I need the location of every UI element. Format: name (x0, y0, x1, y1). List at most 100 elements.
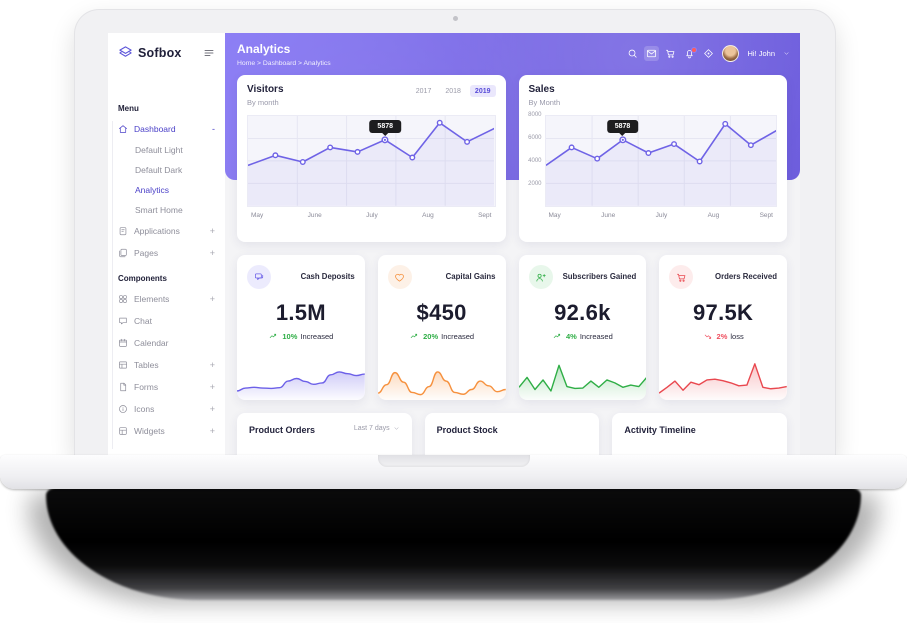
stat-trend-label: loss (730, 332, 744, 341)
stat-value: $450 (416, 300, 467, 325)
chart-tooltip: 5878 (606, 119, 639, 136)
search-icon[interactable] (627, 48, 638, 59)
y-axis-labels: 8000 6000 4000 2000 (528, 112, 545, 207)
stat-card-capital-gains: Capital Gains $450 20% Increased (377, 255, 506, 400)
expand-icon[interactable]: + (209, 247, 215, 258)
laptop-base-shadow (46, 487, 861, 600)
chart-subtitle: By Month (528, 98, 561, 107)
data-point-marker[interactable] (409, 154, 416, 161)
tab-2018[interactable]: 2018 (445, 87, 461, 95)
chart-title: Sales (528, 84, 555, 95)
sidebar-submenu: Default Light Default Dark Analytics Smart … (108, 140, 225, 220)
webcam-dot (453, 16, 458, 21)
stat-title: Cash Deposits (300, 272, 355, 281)
data-point-marker[interactable] (464, 138, 471, 145)
stat-trend: 10% Increased (247, 332, 355, 341)
chart-plot[interactable]: 5878 (247, 115, 496, 207)
x-axis-tick: Sept (759, 212, 773, 219)
data-point-marker[interactable] (670, 141, 677, 148)
menu-section-label: Menu (118, 104, 139, 113)
topbar-actions: Hi! John (627, 45, 790, 62)
x-axis-tick: Aug (422, 212, 434, 219)
x-axis-tick: May (251, 212, 264, 219)
sidebar-item-dashboard[interactable]: Dashboard - (108, 118, 225, 140)
expand-icon[interactable]: + (209, 425, 215, 436)
dashboard-app: Sofbox Menu Dashboard - Default Light Defaul… (108, 33, 800, 455)
sidebar-subitem-analytics[interactable]: Analytics (135, 185, 170, 195)
y-axis-tick: 6000 (528, 135, 542, 141)
stat-trend: 4% Increased (529, 332, 637, 341)
bell-icon[interactable] (684, 46, 697, 59)
chat-icon (118, 316, 128, 326)
data-point-marker[interactable] (721, 120, 728, 127)
sidebar-subitem-smart-home[interactable]: Smart Home (135, 205, 183, 215)
sidebar-item-applications[interactable]: Applications + (108, 220, 225, 242)
compass-icon[interactable] (703, 48, 714, 59)
sidebar-item-label: Widgets (134, 426, 165, 436)
stat-trend-value: 10% (282, 332, 298, 341)
bottom-card-title: Product Stock (436, 425, 498, 435)
sidebar-item-icons[interactable]: Icons + (108, 398, 225, 420)
stat-trend-value: 4% (565, 332, 577, 341)
visitors-card: Visitors By month 2017 2018 2019 5878 May June J… (237, 75, 506, 242)
date-range-filter[interactable]: Last 7 days (354, 425, 400, 432)
sidebar-subitem-default-light[interactable]: Default Light (135, 145, 183, 155)
data-point-marker[interactable] (747, 142, 754, 149)
data-point-marker[interactable] (568, 144, 575, 151)
sidebar-item-calendar[interactable]: Calendar (108, 332, 225, 354)
stat-trend-value: 2% (716, 332, 728, 341)
notification-badge (690, 46, 697, 53)
user-avatar[interactable] (722, 45, 740, 62)
tab-2017[interactable]: 2017 (415, 87, 432, 95)
sidebar-item-forms[interactable]: Forms + (108, 376, 225, 398)
data-point-marker[interactable] (644, 150, 651, 157)
data-point-marker[interactable] (354, 148, 361, 155)
x-axis-tick: Aug (707, 212, 720, 219)
expand-icon[interactable]: + (209, 381, 215, 392)
sidebar-toggle-icon[interactable] (203, 47, 215, 59)
data-point-marker[interactable] (299, 159, 306, 166)
sidebar-item-widgets[interactable]: Widgets + (108, 420, 225, 442)
trend-up-icon (552, 332, 563, 341)
stat-trend: 20% Increased (388, 332, 496, 341)
expand-icon[interactable]: + (209, 403, 215, 414)
x-axis-tick: July (366, 212, 378, 219)
collapse-icon[interactable]: - (212, 123, 215, 134)
chart-plot[interactable]: 5878 (544, 115, 777, 207)
sidebar-nav: Menu Dashboard - Default Light Default Dark A… (108, 68, 225, 442)
data-point-marker[interactable] (696, 158, 703, 165)
chevron-down-icon[interactable] (783, 50, 790, 57)
sidebar-item-label: Pages (134, 248, 159, 258)
stat-trend-label: Increased (441, 332, 475, 341)
sidebar-item-chat[interactable]: Chat (108, 310, 225, 332)
bottom-card-product-stock: Product Stock (424, 413, 600, 455)
x-axis-tick: June (307, 212, 322, 219)
sidebar-item-tables[interactable]: Tables + (108, 354, 225, 376)
expand-icon[interactable]: + (209, 293, 215, 304)
form-icon (118, 382, 128, 392)
stat-card-header: Subscribers Gained (528, 265, 636, 289)
user-greeting: Hi! John (747, 49, 775, 58)
mail-icon[interactable] (644, 46, 660, 61)
x-axis-tick: June (601, 212, 616, 219)
tab-2019[interactable]: 2019 (469, 85, 496, 97)
trend-up-icon (409, 332, 420, 341)
laptop-hinge-notch (377, 455, 530, 467)
year-tabs: 2017 2018 2019 (411, 85, 496, 97)
expand-icon[interactable]: + (209, 225, 215, 236)
data-point-marker[interactable] (272, 152, 279, 159)
data-point-marker[interactable] (593, 155, 600, 162)
cart-icon[interactable] (665, 48, 676, 59)
sidebar-item-elements[interactable]: Elements + (108, 288, 225, 310)
data-point-marker[interactable] (327, 144, 334, 151)
sidebar: Sofbox Menu Dashboard - Default Light Defaul… (108, 33, 225, 455)
expand-icon[interactable]: + (209, 359, 215, 370)
chart-subtitle: By month (247, 98, 279, 107)
sparkline-svg (518, 356, 647, 400)
data-point-marker[interactable] (436, 119, 443, 126)
sidebar-item-label: Dashboard (134, 124, 176, 134)
sidebar-item-pages[interactable]: Pages + (108, 242, 225, 264)
stat-trend-value: 20% (423, 332, 439, 341)
grid-icon (118, 294, 128, 304)
sidebar-subitem-default-dark[interactable]: Default Dark (135, 165, 183, 175)
